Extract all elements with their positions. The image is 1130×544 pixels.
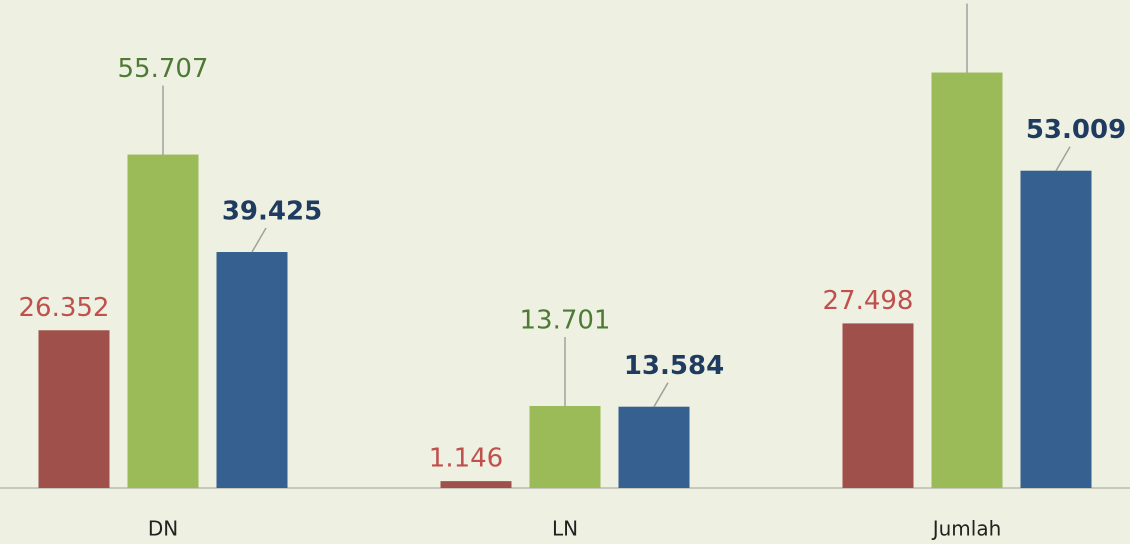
bar <box>931 72 1003 488</box>
data-label: 55.707 <box>118 54 209 84</box>
data-label: 69.408 <box>922 0 1013 2</box>
bar <box>38 330 110 488</box>
bar <box>618 406 690 488</box>
leader-line <box>251 227 267 253</box>
data-label: 13.701 <box>520 305 611 335</box>
leader-line <box>653 382 669 408</box>
x-tick-label: Jumlah <box>931 517 1002 541</box>
x-tick-label: LN <box>552 517 578 541</box>
x-tick-label: DN <box>148 517 178 541</box>
bar <box>842 323 914 488</box>
bar <box>440 481 512 488</box>
data-label: 53.009 <box>1026 115 1126 145</box>
bar <box>529 405 601 488</box>
data-label: 27.498 <box>823 286 914 316</box>
data-label: 26.352 <box>19 293 110 323</box>
bar <box>1020 170 1092 488</box>
bar <box>216 252 288 488</box>
bar <box>127 154 199 488</box>
data-label: 1.146 <box>429 444 503 474</box>
data-label: 13.584 <box>624 351 724 381</box>
data-label: 39.425 <box>222 197 322 227</box>
leader-line <box>1055 146 1071 172</box>
